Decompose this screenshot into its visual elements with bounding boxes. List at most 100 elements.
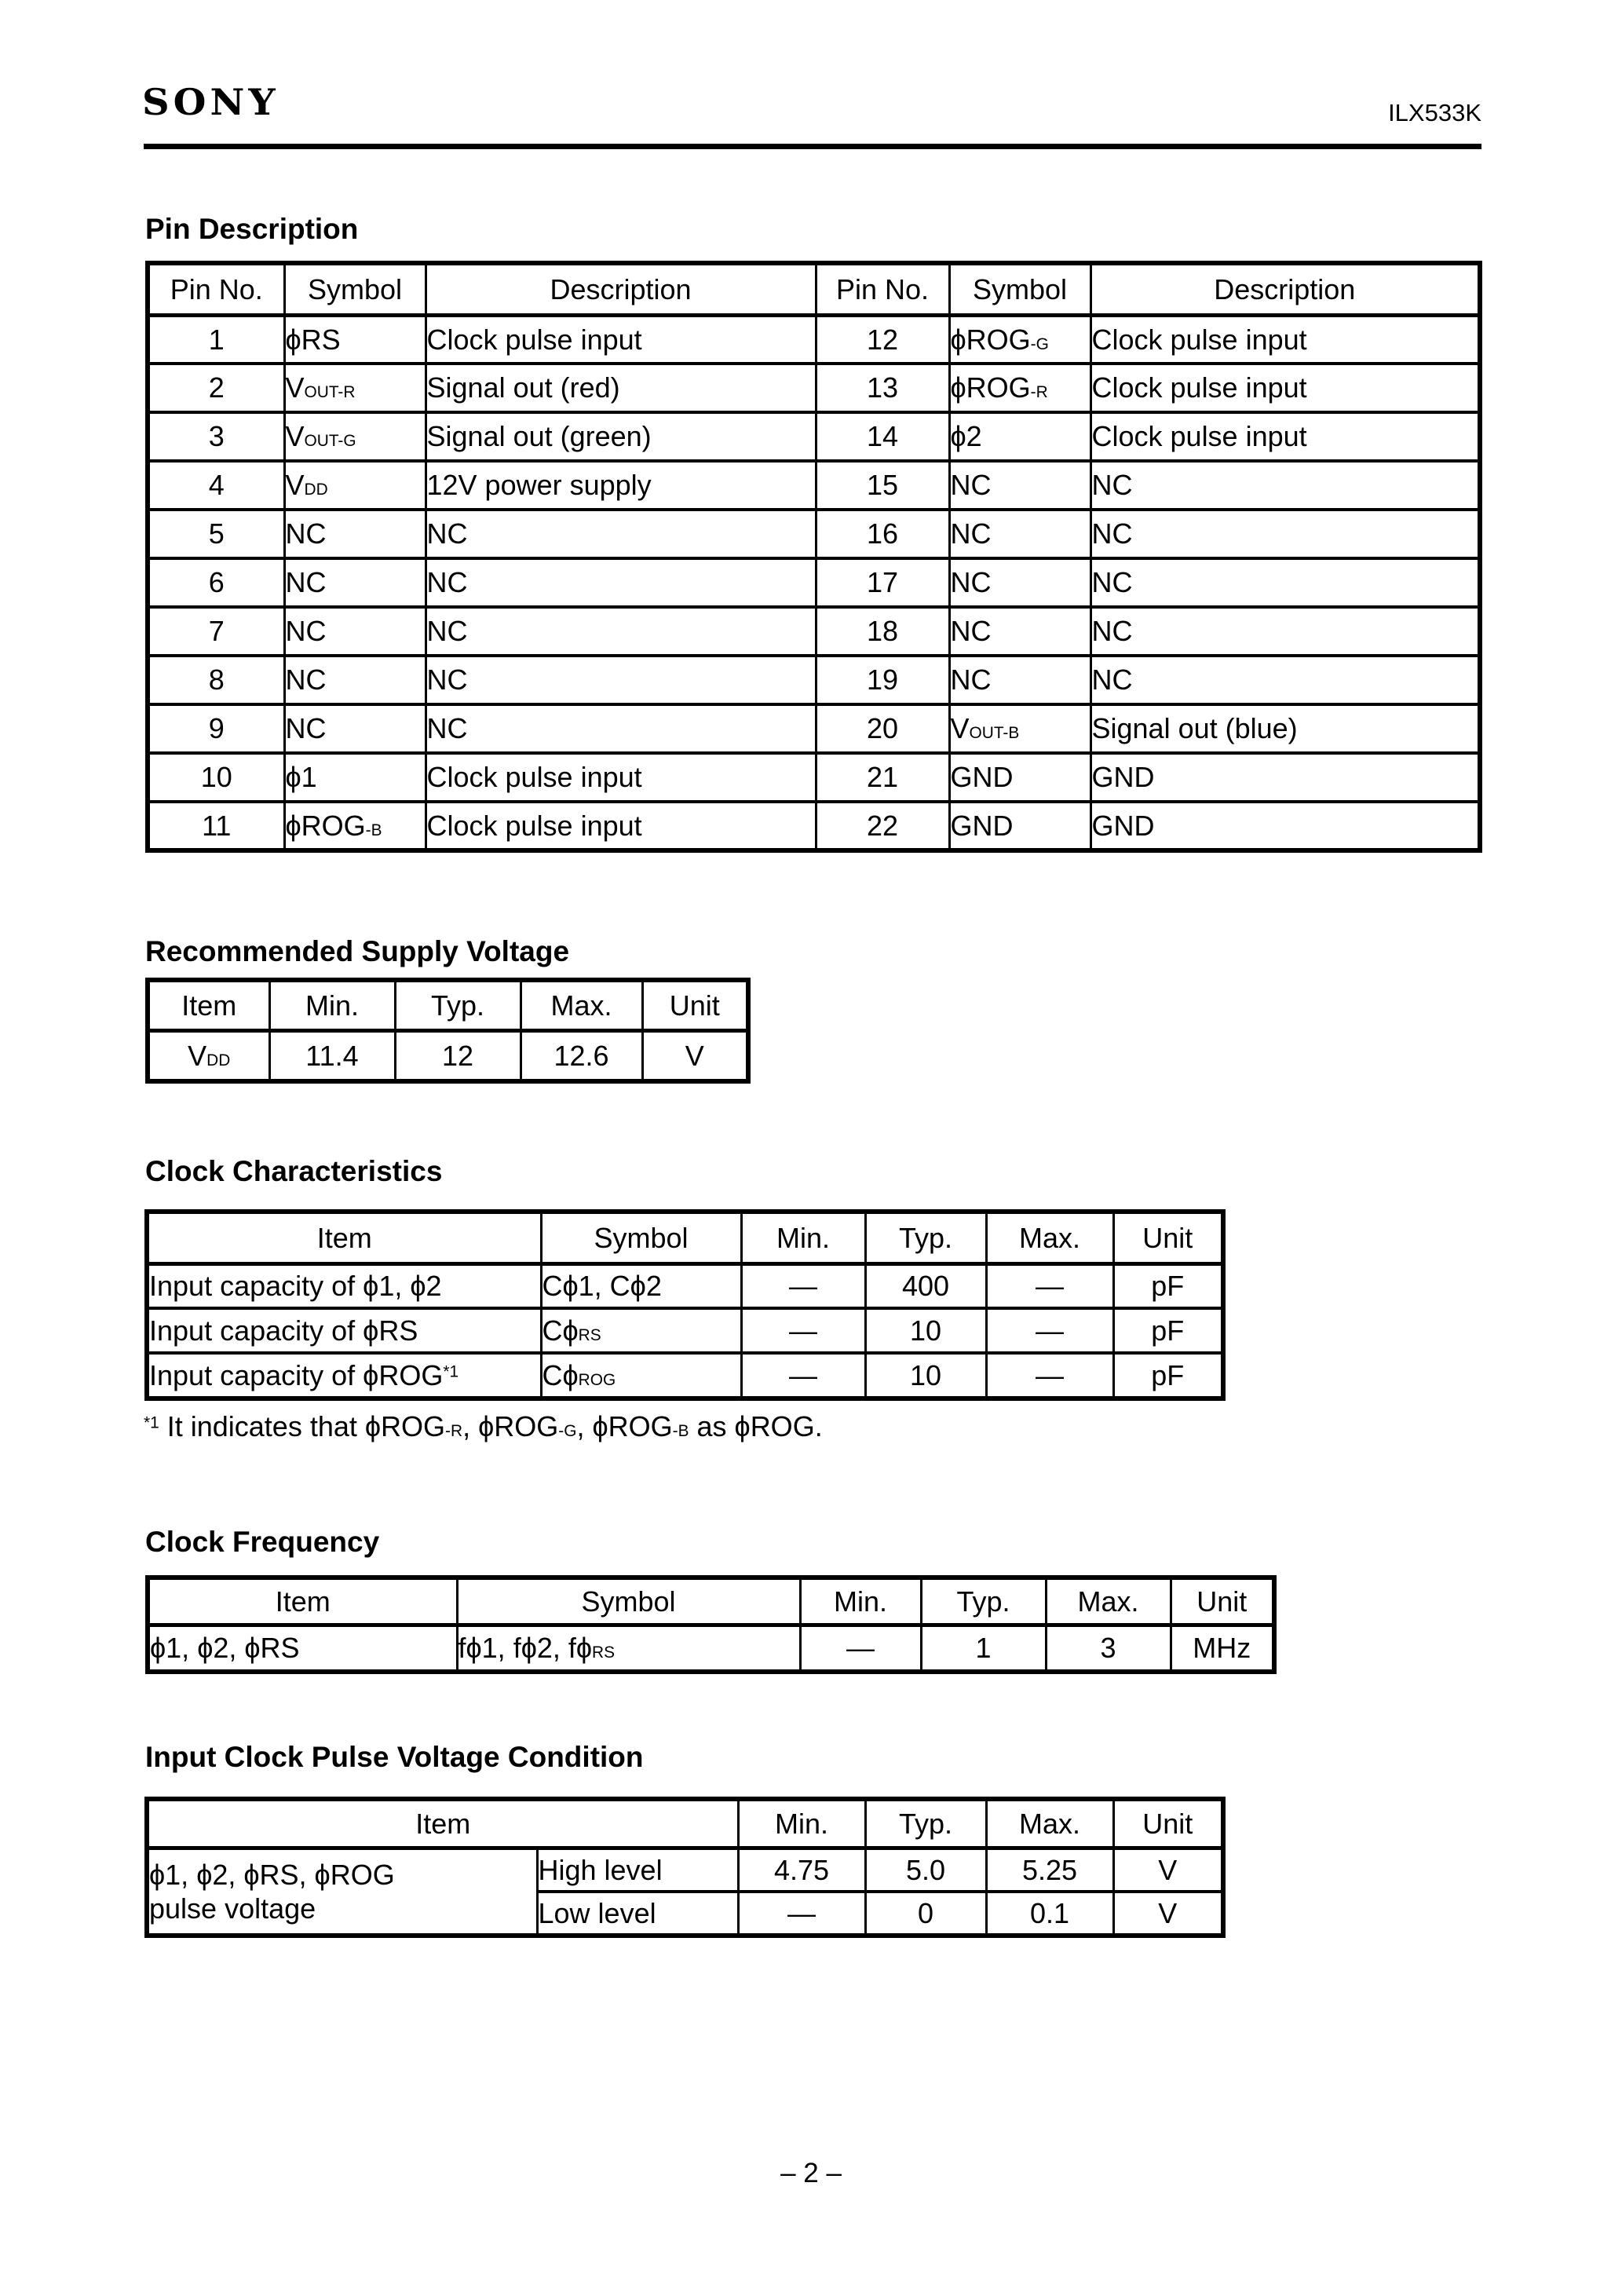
max-cell: 0.1 <box>985 1890 1115 1937</box>
col-item: Item <box>146 978 271 1033</box>
pin-desc: NC <box>424 605 817 657</box>
unit-cell: V <box>1112 1890 1225 1937</box>
pin-symbol: NC <box>948 508 1092 560</box>
table-row: 11 ϕROG-B Clock pulse input 22 GND GND <box>146 800 1481 852</box>
level-cell: High level <box>535 1846 740 1893</box>
pin-number: 18 <box>814 605 951 657</box>
col-max: Max. <box>519 978 644 1033</box>
pin-symbol: NC <box>283 605 427 657</box>
pin-desc: NC <box>1089 654 1481 706</box>
pin-desc: 12V power supply <box>424 459 817 511</box>
supply-voltage-table: Item Min. Typ. Max. Unit VDD 11.4 12 12.… <box>145 978 751 1084</box>
pin-desc: Signal out (blue) <box>1089 703 1481 755</box>
pin-desc: NC <box>1089 557 1481 609</box>
table-row: 7 NC NC 18 NC NC <box>146 605 1481 657</box>
typ-cell: 10 <box>864 1351 988 1400</box>
page-number: – 2 – <box>780 2158 842 2188</box>
item-cell: ϕ1, ϕ2, ϕRS <box>146 1623 458 1673</box>
col-symbol: Symbol <box>283 261 427 317</box>
table-row: VDD 11.4 12 12.6 V <box>146 1029 750 1083</box>
item-line-1: ϕ1, ϕ2, ϕRS, ϕROG <box>149 1858 395 1891</box>
pin-symbol: NC <box>948 605 1092 657</box>
min-cell: — <box>736 1890 867 1937</box>
pin-symbol: GND <box>948 751 1092 803</box>
table-row: Input capacity of ϕ1, ϕ2 Cϕ1, Cϕ2 — 400 … <box>145 1262 1225 1310</box>
item-cell: Input capacity of ϕRS <box>145 1307 542 1355</box>
pin-desc: Clock pulse input <box>424 800 817 852</box>
pin-number: 13 <box>814 362 951 414</box>
pin-desc: NC <box>1089 508 1481 560</box>
pin-number: 12 <box>814 313 951 365</box>
pin-number: 15 <box>814 459 951 511</box>
table-row: 2 VOUT-R Signal out (red) 13 ϕROG-R Cloc… <box>146 362 1481 414</box>
pulse-voltage-title: Input Clock Pulse Voltage Condition <box>145 1741 644 1773</box>
clock-frequency-table: Item Symbol Min. Typ. Max. Unit ϕ1, ϕ2, … <box>145 1575 1277 1674</box>
unit-cell: V <box>1112 1846 1225 1893</box>
max-cell: 3 <box>1044 1623 1172 1673</box>
pulse-voltage-table: Item Min. Typ. Max. Unit ϕ1, ϕ2, ϕRS, ϕR… <box>144 1797 1226 1938</box>
max-cell: — <box>985 1307 1115 1355</box>
col-min: Min. <box>268 978 396 1033</box>
table-row: 10 ϕ1 Clock pulse input 21 GND GND <box>146 751 1481 803</box>
unit-cell: MHz <box>1169 1623 1276 1673</box>
table-row: 9 NC NC 20 VOUT-B Signal out (blue) <box>146 703 1481 755</box>
pin-desc: NC <box>424 557 817 609</box>
pin-number: 21 <box>814 751 951 803</box>
pin-number: 3 <box>146 411 286 462</box>
pin-symbol: ϕ1 <box>283 751 427 803</box>
pin-number: 5 <box>146 508 286 560</box>
pin-symbol: NC <box>283 654 427 706</box>
pin-number: 22 <box>814 800 951 852</box>
pin-number: 6 <box>146 557 286 609</box>
pin-description-title: Pin Description <box>145 213 359 245</box>
pin-desc: NC <box>424 703 817 755</box>
col-symbol: Symbol <box>539 1210 743 1266</box>
pin-number: 4 <box>146 459 286 511</box>
pin-symbol: GND <box>948 800 1092 852</box>
table-row: ϕ1, ϕ2, ϕRS, ϕROG pulse voltage High lev… <box>145 1846 1225 1937</box>
pin-desc: Clock pulse input <box>1089 313 1481 365</box>
col-max: Max. <box>985 1210 1115 1266</box>
col-max: Max. <box>985 1797 1115 1850</box>
pin-symbol: VOUT-G <box>283 411 427 462</box>
col-pin-no: Pin No. <box>814 261 951 317</box>
pin-desc: GND <box>1089 800 1481 852</box>
table-row: 4 VDD 12V power supply 15 NC NC <box>146 459 1481 511</box>
symbol-cell: CϕRS <box>539 1307 743 1355</box>
pin-desc: GND <box>1089 751 1481 803</box>
pin-desc: Clock pulse input <box>1089 411 1481 462</box>
pin-number: 17 <box>814 557 951 609</box>
pin-number: 1 <box>146 313 286 365</box>
col-unit: Unit <box>1169 1576 1276 1627</box>
typ-cell: 1 <box>919 1623 1047 1673</box>
pin-number: 9 <box>146 703 286 755</box>
pin-desc: Clock pulse input <box>1089 362 1481 414</box>
table-row: 8 NC NC 19 NC NC <box>146 654 1481 706</box>
pin-symbol: NC <box>283 557 427 609</box>
typ-cell: 5.0 <box>864 1846 988 1893</box>
pin-desc: NC <box>1089 605 1481 657</box>
item-cell: ϕ1, ϕ2, ϕRS, ϕROG pulse voltage <box>145 1846 539 1937</box>
table-header-row: Pin No. Symbol Description Pin No. Symbo… <box>146 261 1481 317</box>
pin-symbol: ϕROG-G <box>948 313 1092 365</box>
col-pin-no: Pin No. <box>146 261 286 317</box>
pin-number: 10 <box>146 751 286 803</box>
col-unit: Unit <box>1112 1797 1225 1850</box>
pin-number: 7 <box>146 605 286 657</box>
supply-voltage-title: Recommended Supply Voltage <box>145 935 570 967</box>
pin-symbol: NC <box>948 459 1092 511</box>
table-row: 3 VOUT-G Signal out (green) 14 ϕ2 Clock … <box>146 411 1481 462</box>
max-cell: 12.6 <box>519 1029 644 1083</box>
col-item: Item <box>146 1576 458 1627</box>
pin-symbol: ϕROG-B <box>283 800 427 852</box>
item-cell: VDD <box>146 1029 271 1083</box>
clock-characteristics-footnote: *1 It indicates that ϕROG-R, ϕROG-G, ϕRO… <box>144 1410 823 1442</box>
max-cell: — <box>985 1351 1115 1400</box>
unit-cell: pF <box>1112 1307 1225 1355</box>
pin-desc: Signal out (green) <box>424 411 817 462</box>
col-description: Description <box>1089 261 1481 317</box>
pin-symbol: ϕRS <box>283 313 427 365</box>
pin-desc: NC <box>424 508 817 560</box>
pin-desc: Clock pulse input <box>424 751 817 803</box>
typ-cell: 10 <box>864 1307 988 1355</box>
